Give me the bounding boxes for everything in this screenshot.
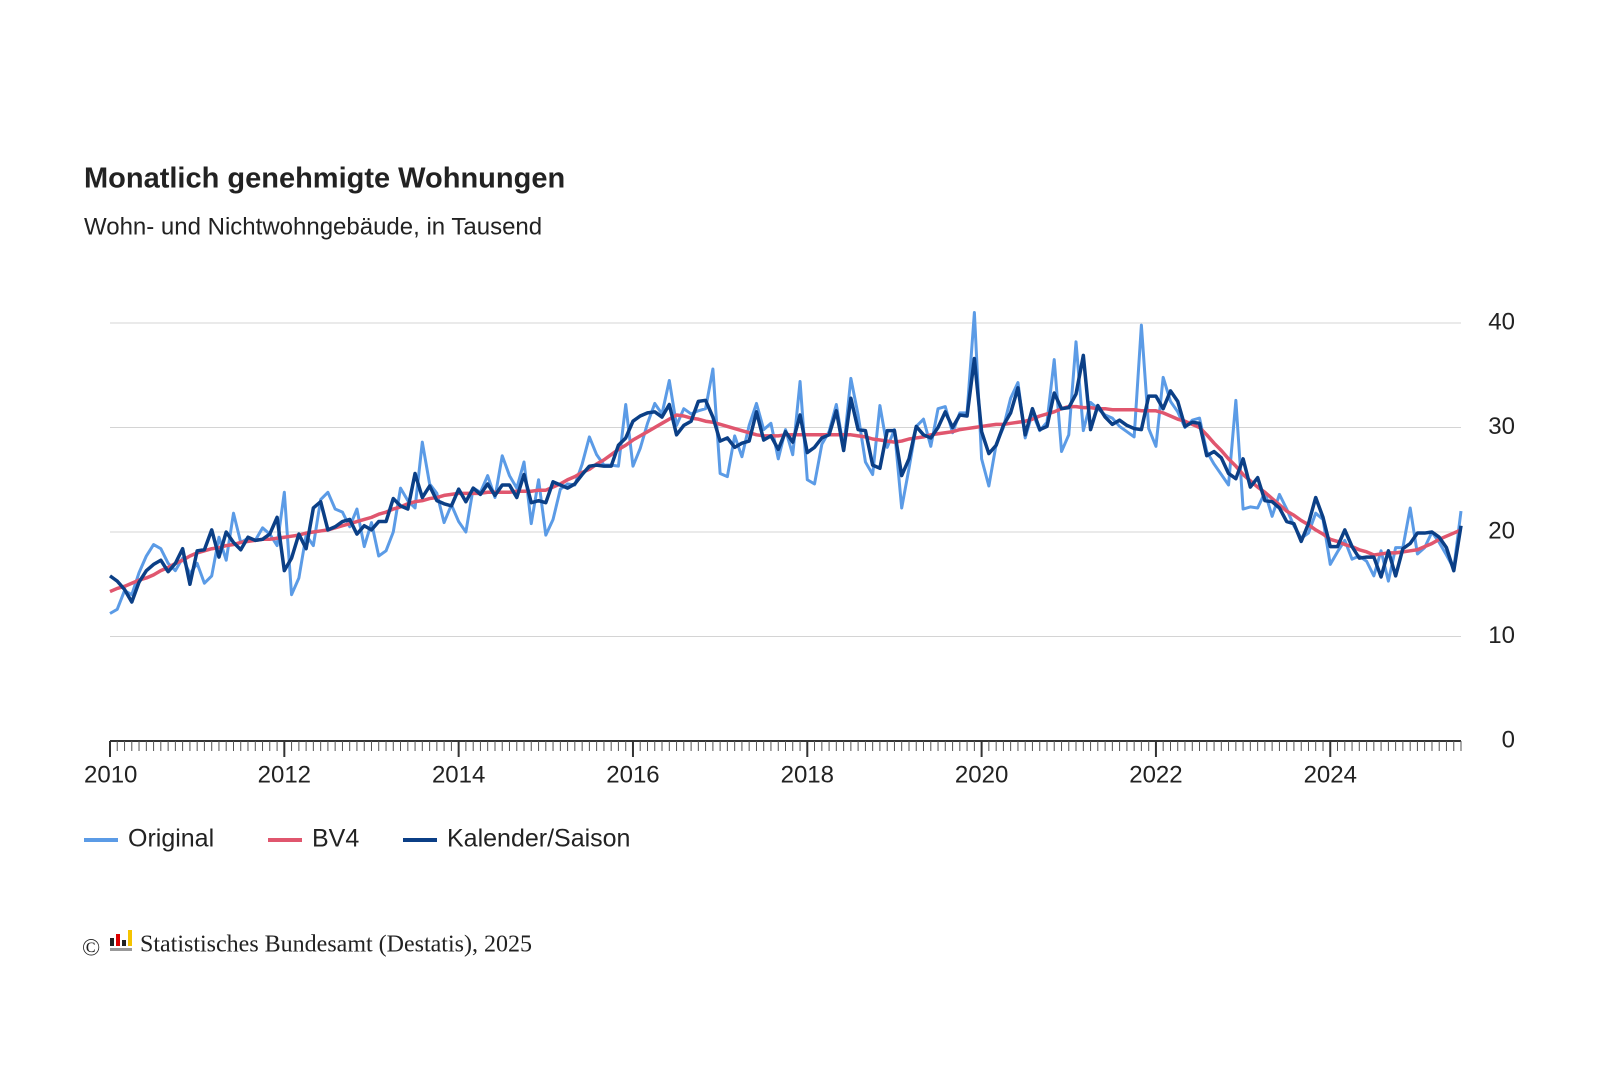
chart-title: Monatlich genehmigte Wohnungen <box>84 163 565 195</box>
legend-label: Original <box>128 825 214 853</box>
y-tick-label: 30 <box>1488 413 1515 440</box>
y-tick-label: 0 <box>1502 726 1515 753</box>
y-tick-label: 20 <box>1488 517 1515 544</box>
x-tick-label: 2010 <box>84 761 137 788</box>
legend-label: Kalender/Saison <box>447 825 630 853</box>
copyright-symbol: © <box>82 936 100 962</box>
series-line <box>109 311 1463 615</box>
y-tick-label: 40 <box>1488 308 1515 335</box>
x-tick-label: 2014 <box>432 761 485 788</box>
series-line <box>108 353 1463 604</box>
legend-label: BV4 <box>312 825 359 853</box>
x-tick-label: 2022 <box>1129 761 1182 788</box>
y-tick-label: 10 <box>1488 622 1515 649</box>
chart-subtitle: Wohn- und Nichtwohngebäude, in Tausend <box>84 213 542 240</box>
x-tick-label: 2024 <box>1304 761 1357 788</box>
x-tick-label: 2018 <box>781 761 834 788</box>
x-tick-label: 2020 <box>955 761 1008 788</box>
x-tick-label: 2012 <box>258 761 311 788</box>
logo <box>110 930 132 951</box>
source: Statistisches Bundesamt (Destatis), 2025 <box>140 932 532 958</box>
x-tick-label: 2016 <box>606 761 659 788</box>
